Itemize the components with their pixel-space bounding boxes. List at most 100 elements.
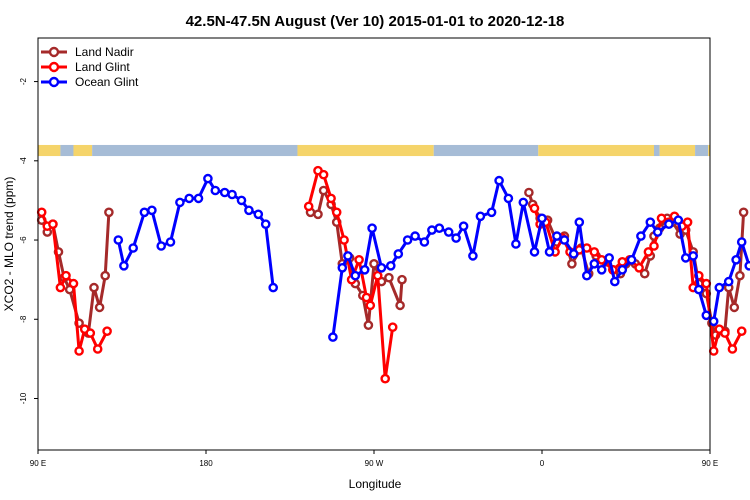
- x-tick-label: 90 E: [702, 459, 718, 468]
- data-point-ocean-glint: [253, 209, 264, 220]
- y-tick-label: -10: [19, 392, 28, 404]
- x-axis-label: Longitude: [349, 477, 402, 491]
- data-point-ocean-glint: [736, 237, 747, 247]
- data-point-ocean-glint: [434, 223, 445, 233]
- data-point-land-glint: [102, 326, 112, 337]
- x-tick-label: 90 W: [365, 459, 384, 468]
- data-point-ocean-glint: [511, 239, 521, 249]
- data-point-ocean-glint: [203, 173, 213, 184]
- x-tick-label: 0: [540, 459, 545, 468]
- data-point-ocean-glint: [701, 310, 712, 321]
- data-point-ocean-glint: [268, 282, 279, 293]
- data-point-ocean-glint: [610, 276, 620, 287]
- legend-item-land-glint: Land Glint: [41, 60, 130, 74]
- data-point-land-glint: [48, 219, 58, 229]
- data-point-land-glint: [85, 328, 96, 338]
- data-point-ocean-glint: [128, 243, 138, 253]
- plot-frame: [37, 37, 711, 451]
- strip-segment-land: [708, 144, 710, 157]
- data-point-land-glint: [701, 278, 712, 289]
- data-point-land-glint: [36, 207, 47, 218]
- data-point-land-glint: [365, 300, 376, 311]
- legend-item-ocean-glint: Ocean Glint: [41, 75, 139, 89]
- data-point-ocean-glint: [260, 219, 271, 229]
- data-point-land-nadir: [104, 207, 114, 218]
- data-point-ocean-glint: [503, 193, 514, 204]
- strip-segment-ocean: [654, 144, 660, 157]
- data-point-land-glint: [596, 254, 607, 265]
- data-point-ocean-glint: [617, 264, 628, 275]
- strip-segment-ocean: [60, 144, 74, 157]
- data-point-land-nadir: [89, 282, 99, 293]
- data-point-ocean-glint: [652, 227, 663, 237]
- data-point-land-nadir: [395, 300, 405, 311]
- data-point-ocean-glint: [673, 215, 684, 225]
- y-tick-label: -8: [19, 315, 28, 323]
- data-point-land-glint: [339, 235, 349, 245]
- strip-segment-land: [73, 144, 93, 157]
- data-point-land-glint: [529, 203, 540, 214]
- data-point-land-glint: [720, 328, 730, 338]
- data-point-land-nadir: [313, 209, 323, 220]
- data-point-ocean-glint: [664, 219, 674, 229]
- data-point-ocean-glint: [219, 187, 230, 198]
- y-axis-ticks: -2 -4 -6 -8 -10: [19, 77, 38, 404]
- chart-title: 42.5N-47.5N August (Ver 10) 2015-01-01 t…: [186, 13, 565, 30]
- data-point-land-nadir: [94, 302, 105, 313]
- data-point-ocean-glint: [680, 253, 691, 263]
- data-point-ocean-glint: [645, 217, 656, 227]
- data-point-land-glint: [354, 254, 364, 265]
- data-point-ocean-glint: [529, 247, 540, 257]
- data-point-land-glint: [68, 278, 79, 289]
- data-point-land-glint: [727, 344, 738, 354]
- data-point-ocean-glint: [165, 237, 176, 247]
- data-point-ocean-glint: [328, 332, 338, 342]
- data-point-ocean-glint: [443, 227, 454, 237]
- data-point-land-glint: [74, 346, 84, 356]
- data-point-land-nadir: [735, 270, 745, 281]
- data-point-land-glint: [649, 241, 659, 251]
- y-axis-label: XCO2 - MLO trend (ppm): [2, 177, 16, 312]
- strip-segment-land: [297, 144, 434, 157]
- data-point-ocean-glint: [604, 253, 615, 263]
- data-point-ocean-glint: [688, 251, 699, 261]
- data-point-ocean-glint: [731, 254, 741, 265]
- strip-segment-land: [38, 144, 61, 157]
- strip-segment-land: [659, 144, 696, 157]
- data-point-ocean-glint: [582, 270, 592, 281]
- data-point-land-glint: [361, 292, 372, 303]
- y-tick-label: -4: [19, 157, 28, 165]
- data-point-ocean-glint: [723, 276, 734, 287]
- data-point-land-nadir: [363, 320, 374, 331]
- x-tick-label: 180: [199, 459, 213, 468]
- data-point-land-glint: [387, 322, 398, 333]
- data-point-ocean-glint: [451, 233, 461, 243]
- data-point-ocean-glint: [714, 282, 725, 293]
- data-point-ocean-glint: [175, 197, 185, 208]
- data-point-ocean-glint: [367, 223, 377, 233]
- data-point-ocean-glint: [385, 260, 396, 271]
- surface-type-strip: [38, 144, 710, 157]
- data-point-ocean-glint: [244, 205, 254, 216]
- data-point-ocean-glint: [636, 231, 646, 241]
- data-point-ocean-glint: [744, 261, 750, 271]
- data-point-ocean-glint: [574, 217, 585, 227]
- data-point-land-glint: [55, 282, 66, 293]
- data-point-land-nadir: [397, 274, 407, 285]
- data-point-ocean-glint: [427, 225, 437, 235]
- x-axis-ticks: 90 E 180 90 W 0 90 E: [30, 450, 718, 468]
- data-point-ocean-glint: [343, 251, 353, 261]
- data-point-land-glint: [303, 201, 314, 212]
- legend-item-land-nadir: Land Nadir: [41, 45, 134, 59]
- data-point-ocean-glint: [402, 235, 413, 245]
- data-point-ocean-glint: [350, 270, 361, 281]
- data-point-ocean-glint: [458, 221, 469, 231]
- data-point-land-glint: [643, 247, 654, 257]
- data-point-land-nadir: [100, 270, 110, 281]
- data-point-ocean-glint: [419, 237, 430, 247]
- strip-segment-ocean: [92, 144, 298, 157]
- data-point-land-nadir: [729, 302, 740, 313]
- data-point-land-glint: [682, 217, 693, 227]
